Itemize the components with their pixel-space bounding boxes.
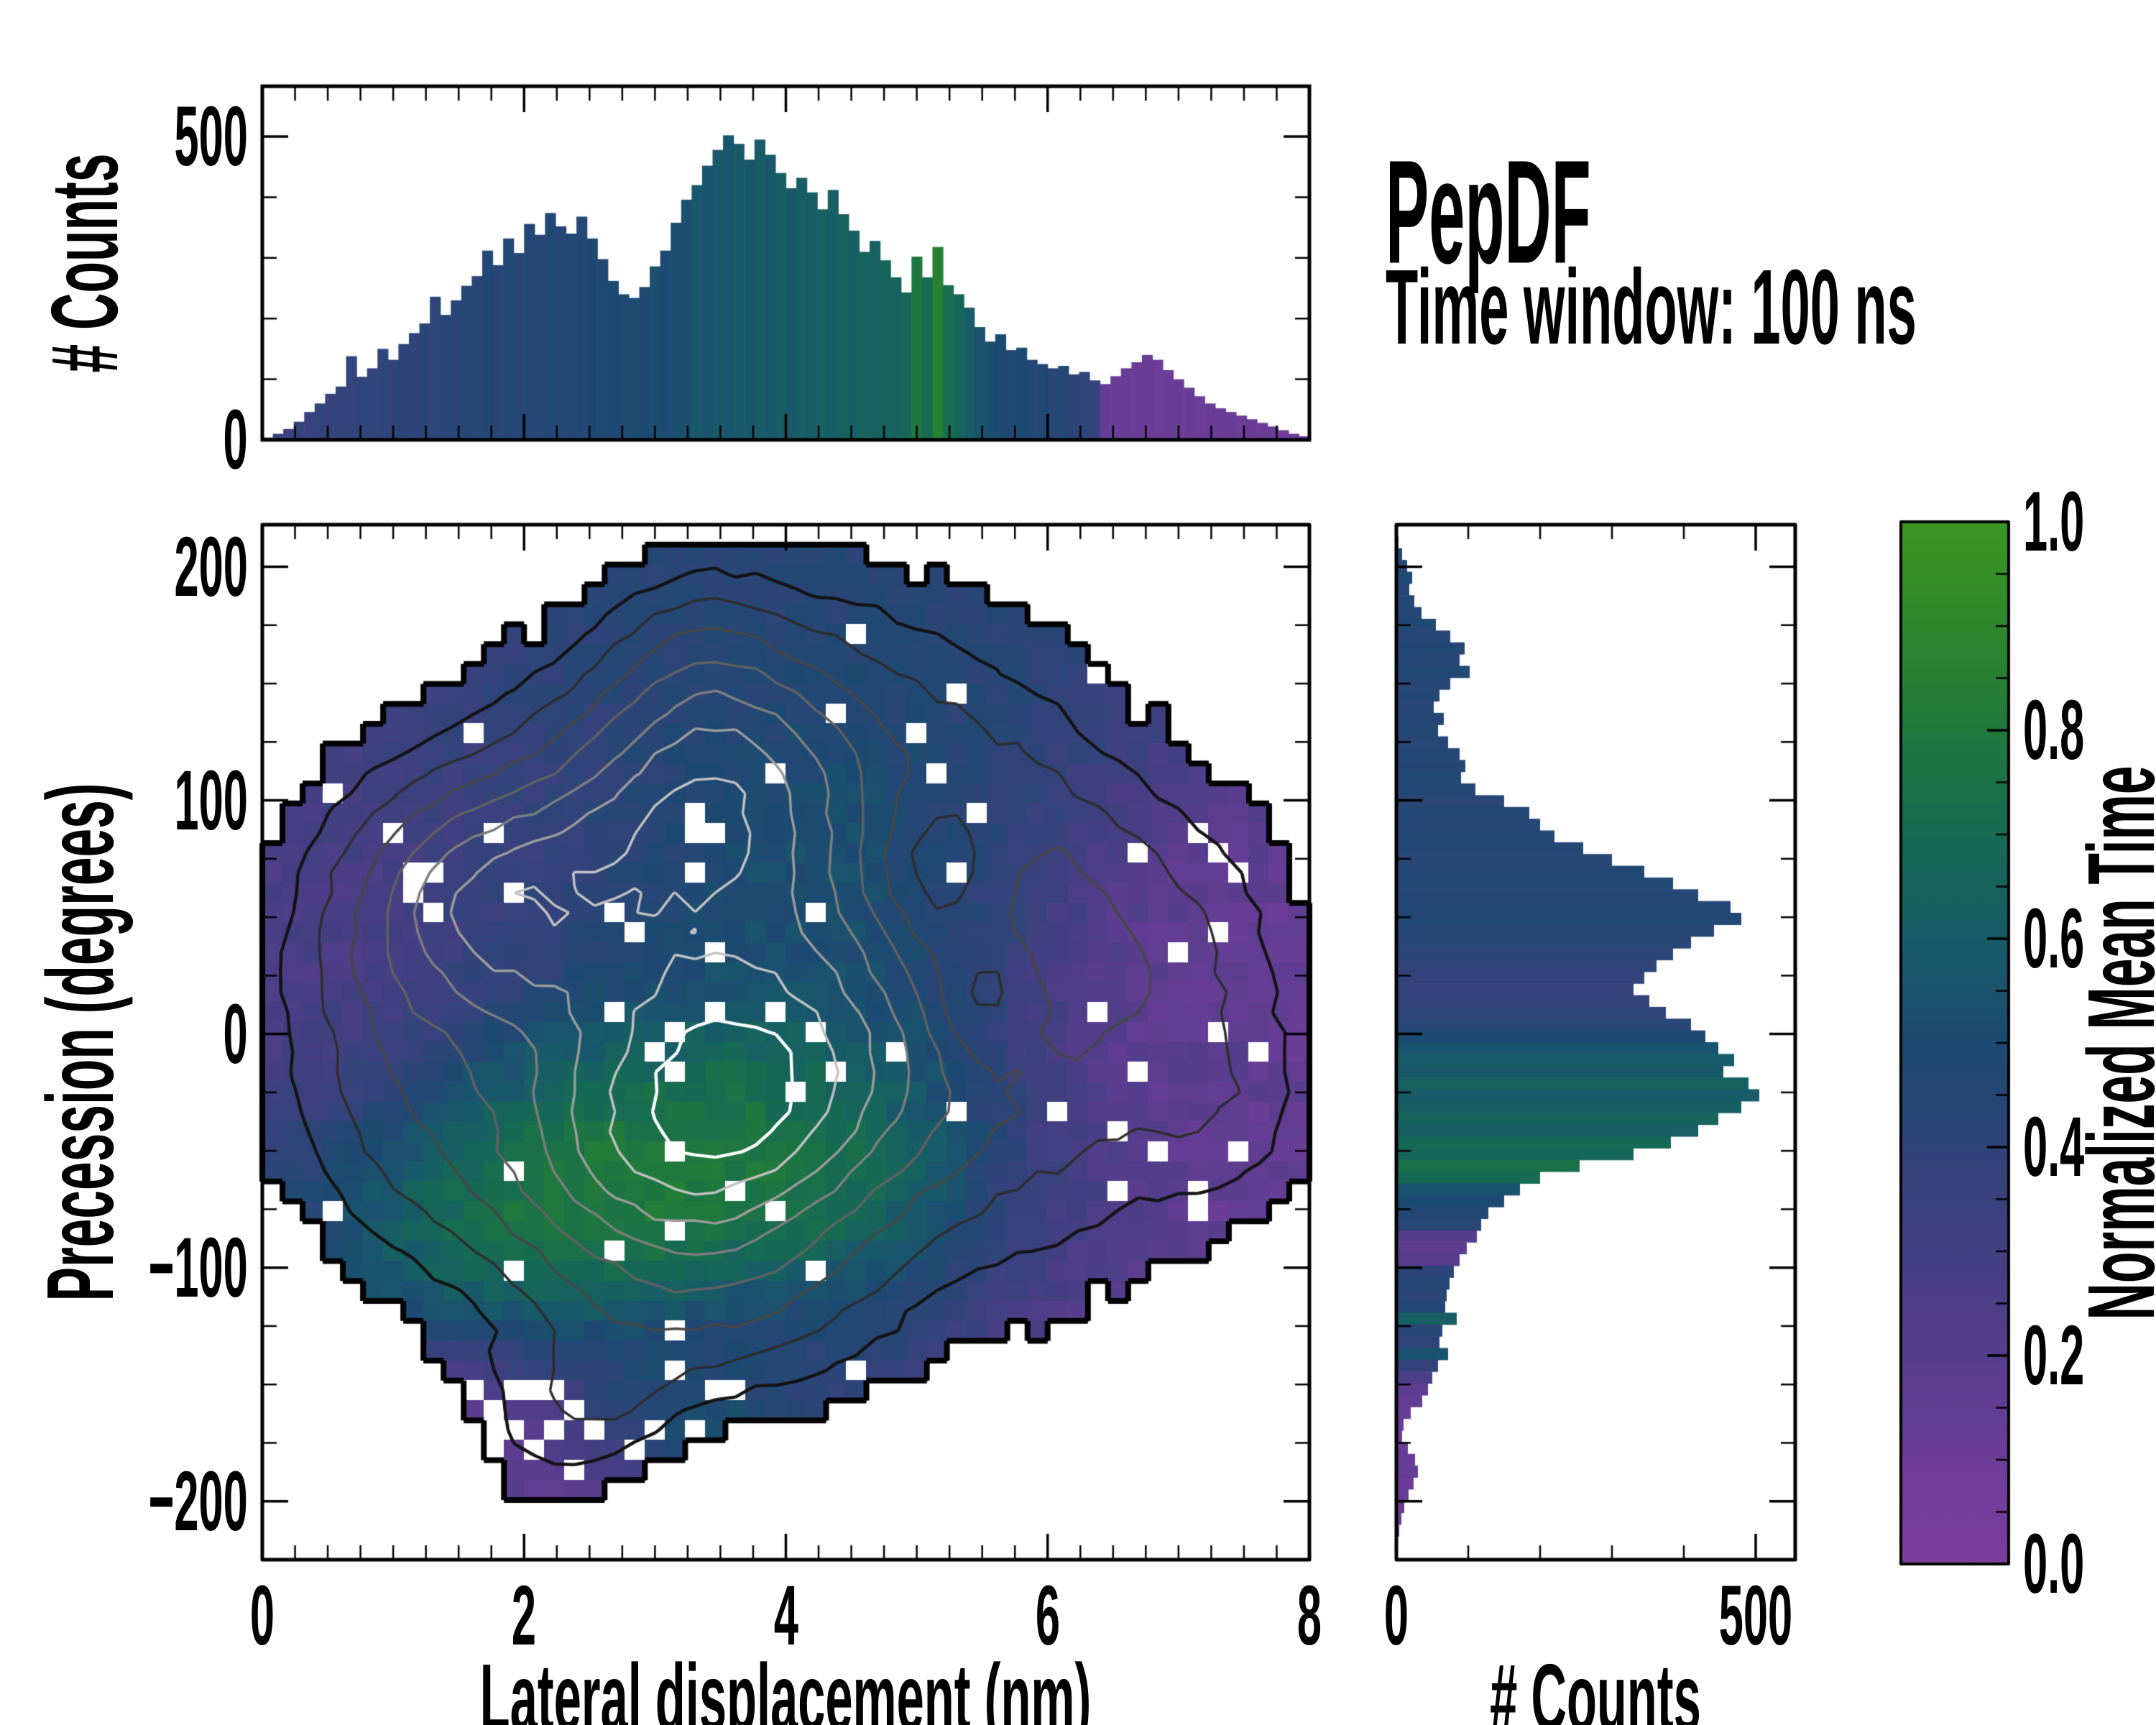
main-ytick-m100: −100 [148,1220,248,1315]
top-hist-ytick-0: 0 [223,392,248,487]
right-hist-xtick-500: 500 [1718,1568,1793,1663]
colorbar-tick-0.6: 0.6 [2023,891,2085,986]
main-xtick-8: 8 [1296,1568,1322,1663]
main-ytick-200: 200 [174,520,248,615]
top-hist-ylabel: # Counts [32,153,137,373]
time-window-subtitle: Time window: 100 ns [1386,248,1917,367]
main-xlabel: Lateral displacement (nm) [479,1644,1092,1725]
colorbar-tick-0.2: 0.2 [2023,1308,2085,1403]
main-ytick-m200: −200 [148,1454,248,1549]
main-ytick-0: 0 [223,987,248,1082]
colorbar-tick-1.0: 1.0 [2023,474,2085,569]
main-xtick-6: 6 [1035,1568,1061,1663]
main-ylabel: Precession (degrees) [27,783,133,1302]
colorbar-tick-0.0: 0.0 [2023,1517,2085,1611]
colorbar-tick-0.8: 0.8 [2023,683,2085,778]
right-hist-xlabel: # Counts [1490,1644,1701,1725]
main-ytick-100: 100 [174,753,248,848]
page-title: PepDF [1386,129,1591,295]
main-xtick-4: 4 [773,1568,799,1663]
top-hist-ytick-500: 500 [174,89,248,184]
colorbar-label: Normalized Mean Time [2068,765,2156,1320]
colorbar-tick-0.4: 0.4 [2023,1100,2085,1195]
main-xtick-0: 0 [249,1568,275,1663]
main-xtick-2: 2 [511,1568,537,1663]
right-hist-xtick-0: 0 [1383,1568,1409,1663]
